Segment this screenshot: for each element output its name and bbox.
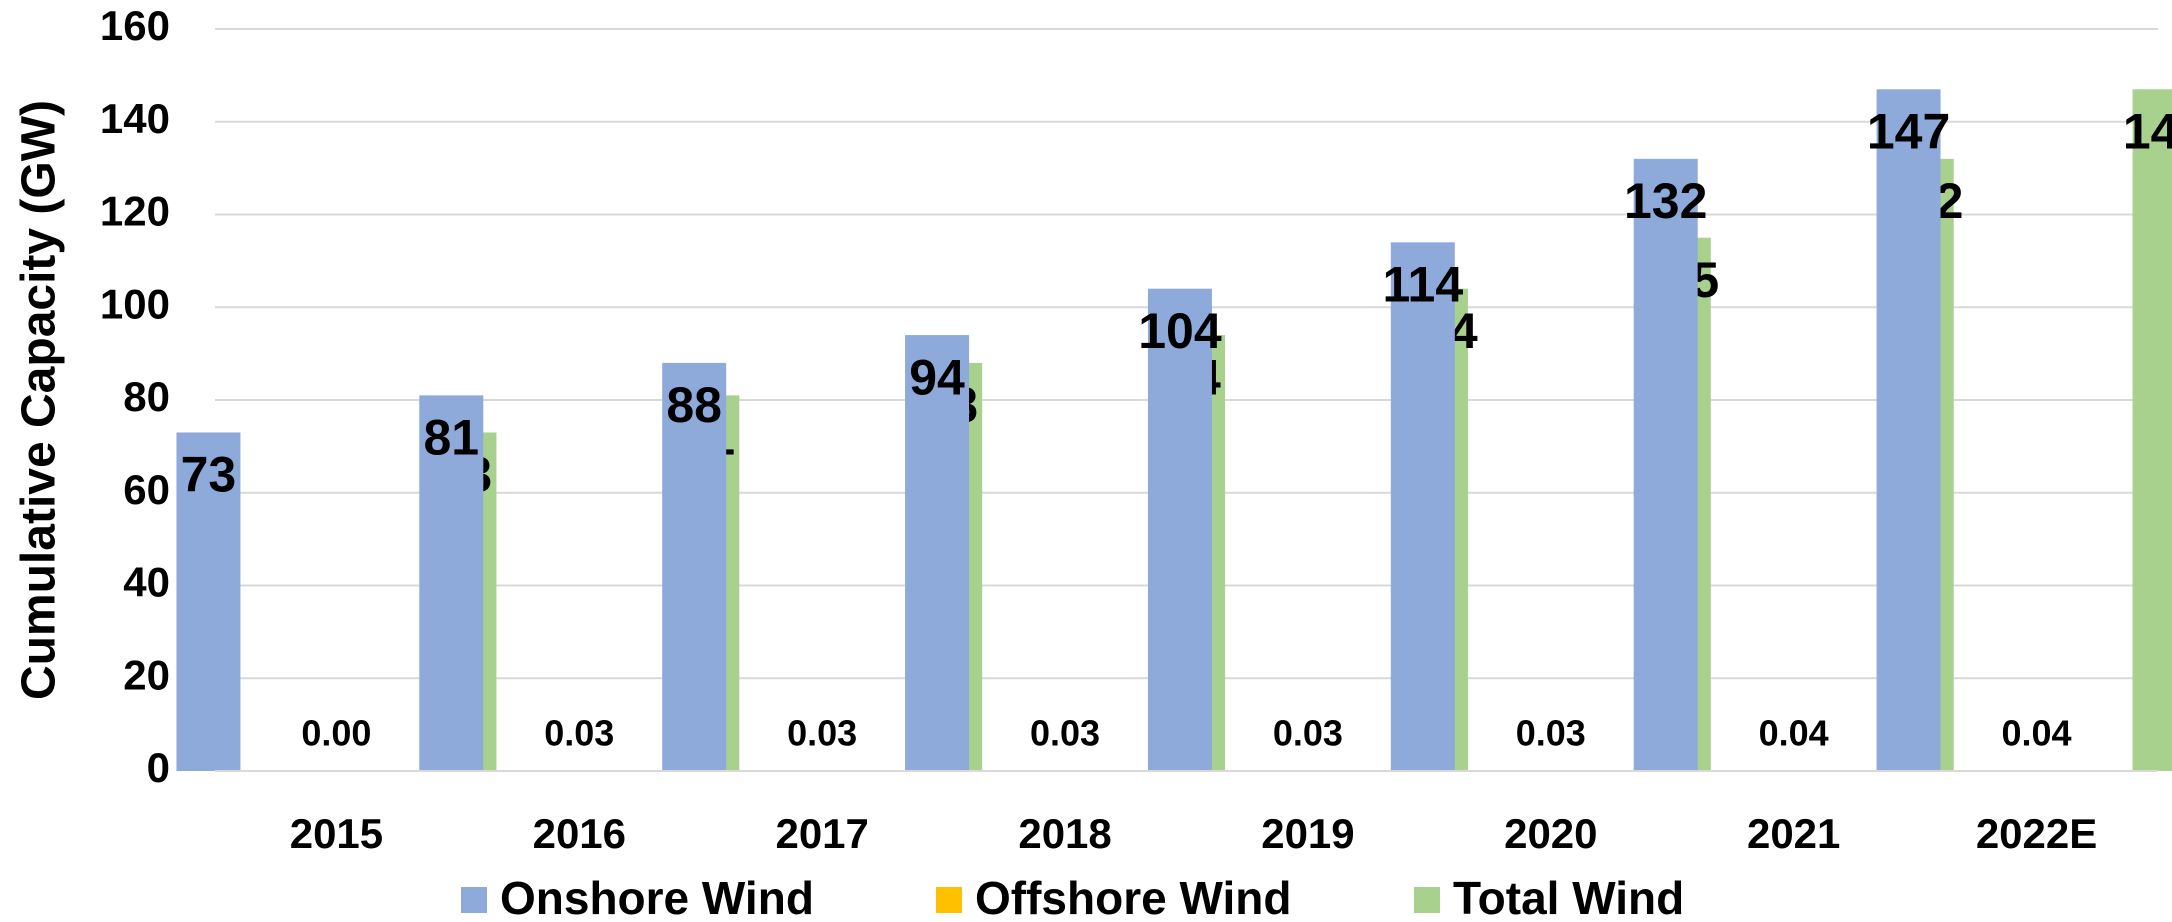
x-tick-label: 2017 — [775, 810, 868, 857]
data-label: 132 — [1624, 173, 1707, 229]
y-tick-label: 120 — [100, 188, 170, 235]
data-label: 104 — [1138, 303, 1222, 359]
bar — [176, 432, 241, 771]
x-tick-label: 2021 — [1747, 810, 1840, 857]
y-axis-label: Cumulative Capacity (GW) — [13, 100, 66, 700]
y-tick-label: 20 — [123, 651, 170, 698]
legend-swatch — [461, 887, 487, 913]
data-label: 0.03 — [544, 713, 614, 754]
data-label: 88 — [666, 377, 722, 433]
data-label: 73 — [181, 447, 237, 503]
bar — [905, 335, 970, 771]
bar — [1876, 89, 1941, 772]
data-label: 114 — [1382, 257, 1463, 313]
data-label: 147 — [2123, 103, 2172, 159]
bar — [662, 362, 727, 771]
x-tick-label: 2018 — [1018, 810, 1111, 857]
y-tick-label: 0 — [147, 744, 170, 791]
data-label: 81 — [424, 410, 480, 466]
y-tick-label: 80 — [123, 373, 170, 420]
data-label: 0.03 — [1273, 713, 1343, 754]
data-label: 0.00 — [301, 713, 371, 754]
bar — [1147, 288, 1212, 771]
bar — [1633, 158, 1698, 772]
y-tick-label: 100 — [100, 280, 170, 327]
y-tick-label: 140 — [100, 95, 170, 142]
legend-label: Offshore Wind — [975, 872, 1291, 922]
data-label: 94 — [909, 349, 965, 405]
bar — [1390, 242, 1455, 771]
y-tick-label: 60 — [123, 466, 170, 513]
data-label: 0.04 — [2002, 713, 2072, 754]
y-tick-label: 40 — [123, 559, 170, 606]
legend-label: Onshore Wind — [500, 872, 814, 922]
x-tick-label: 2015 — [290, 810, 383, 857]
legend-swatch — [936, 887, 962, 913]
legend-label: Total Wind — [1453, 872, 1684, 922]
data-label: 0.03 — [1516, 713, 1586, 754]
data-label: 0.04 — [1759, 713, 1829, 754]
data-label: 147 — [1867, 103, 1950, 159]
x-tick-label: 2019 — [1261, 810, 1354, 857]
x-tick-label: 2016 — [533, 810, 626, 857]
bar — [2132, 89, 2172, 772]
bar — [419, 395, 484, 771]
data-label: 0.03 — [1030, 713, 1100, 754]
y-tick-label: 160 — [100, 2, 170, 49]
x-tick-label: 2022E — [1976, 810, 2097, 857]
data-label: 0.03 — [787, 713, 857, 754]
legend-swatch — [1414, 887, 1440, 913]
x-tick-label: 2020 — [1504, 810, 1597, 857]
